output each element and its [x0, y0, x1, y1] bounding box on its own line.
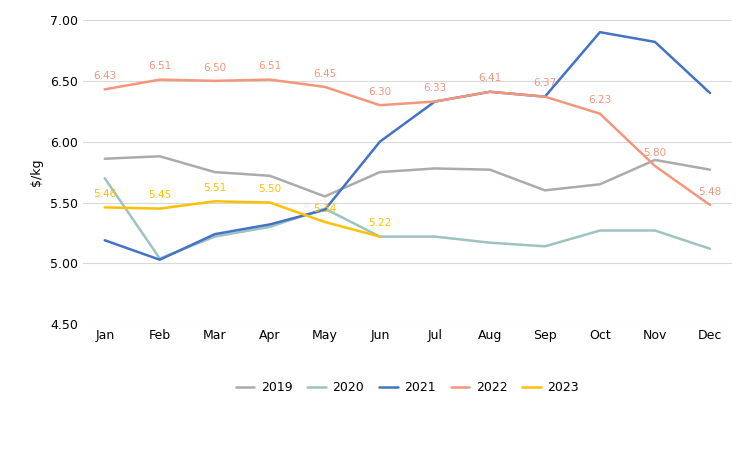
2019 [595, 181, 604, 187]
2019 [100, 156, 109, 162]
2019 [320, 194, 329, 199]
2020 [540, 244, 549, 249]
2022 [155, 77, 164, 82]
2020 [595, 228, 604, 233]
2019 [211, 169, 220, 175]
2019 [540, 188, 549, 193]
2020 [486, 240, 495, 245]
2019 [155, 153, 164, 159]
Text: 6.45: 6.45 [313, 69, 336, 79]
2021 [155, 257, 164, 262]
Text: 5.50: 5.50 [258, 184, 282, 194]
Text: 5.51: 5.51 [203, 183, 226, 193]
2021 [265, 222, 274, 227]
2020 [376, 234, 385, 240]
Text: 6.51: 6.51 [258, 61, 282, 71]
2021 [376, 139, 385, 144]
Text: 5.22: 5.22 [368, 218, 391, 228]
2021 [705, 90, 714, 96]
2019 [705, 167, 714, 172]
2020 [265, 224, 274, 229]
2021 [430, 99, 439, 104]
Text: 5.48: 5.48 [698, 186, 722, 196]
2022 [211, 78, 220, 84]
Line: 2021: 2021 [105, 32, 710, 260]
2021 [211, 231, 220, 237]
2023 [155, 206, 164, 211]
Text: 6.51: 6.51 [148, 61, 171, 71]
Text: 5.45: 5.45 [148, 190, 171, 200]
2021 [651, 39, 660, 44]
2022 [595, 111, 604, 116]
2019 [265, 173, 274, 179]
2022 [376, 103, 385, 108]
Line: 2022: 2022 [105, 80, 710, 205]
2023 [265, 200, 274, 205]
2022 [430, 99, 439, 104]
2022 [651, 163, 660, 169]
2023 [211, 199, 220, 204]
Text: 5.80: 5.80 [643, 147, 666, 158]
2021 [486, 89, 495, 94]
2023 [100, 205, 109, 210]
2022 [540, 94, 549, 99]
2019 [376, 169, 385, 175]
2021 [100, 238, 109, 243]
2020 [100, 175, 109, 181]
2019 [651, 157, 660, 163]
Text: 6.50: 6.50 [203, 62, 226, 72]
2022 [100, 87, 109, 92]
2023 [376, 234, 385, 240]
Text: 5.46: 5.46 [93, 189, 117, 199]
2023 [320, 219, 329, 225]
2022 [486, 89, 495, 94]
2020 [705, 246, 714, 251]
2022 [320, 84, 329, 90]
2020 [651, 228, 660, 233]
Line: 2023: 2023 [105, 202, 380, 237]
2019 [486, 167, 495, 172]
Line: 2020: 2020 [105, 178, 710, 258]
2019 [430, 166, 439, 171]
2020 [211, 234, 220, 240]
Line: 2019: 2019 [105, 156, 710, 196]
2021 [540, 94, 549, 99]
2020 [320, 206, 329, 211]
2022 [265, 77, 274, 82]
Text: 5.34: 5.34 [313, 204, 336, 214]
2022 [705, 202, 714, 208]
Text: 6.30: 6.30 [368, 87, 391, 97]
Text: 6.23: 6.23 [589, 95, 612, 105]
2020 [155, 256, 164, 261]
Text: 6.37: 6.37 [533, 78, 557, 88]
Text: 6.41: 6.41 [478, 73, 501, 83]
Text: 6.43: 6.43 [93, 71, 117, 81]
Y-axis label: $/kg: $/kg [30, 158, 43, 186]
2021 [595, 29, 604, 35]
Legend: 2019, 2020, 2021, 2022, 2023: 2019, 2020, 2021, 2022, 2023 [231, 376, 584, 399]
Text: 6.33: 6.33 [424, 83, 447, 93]
2021 [320, 207, 329, 213]
2020 [430, 234, 439, 240]
